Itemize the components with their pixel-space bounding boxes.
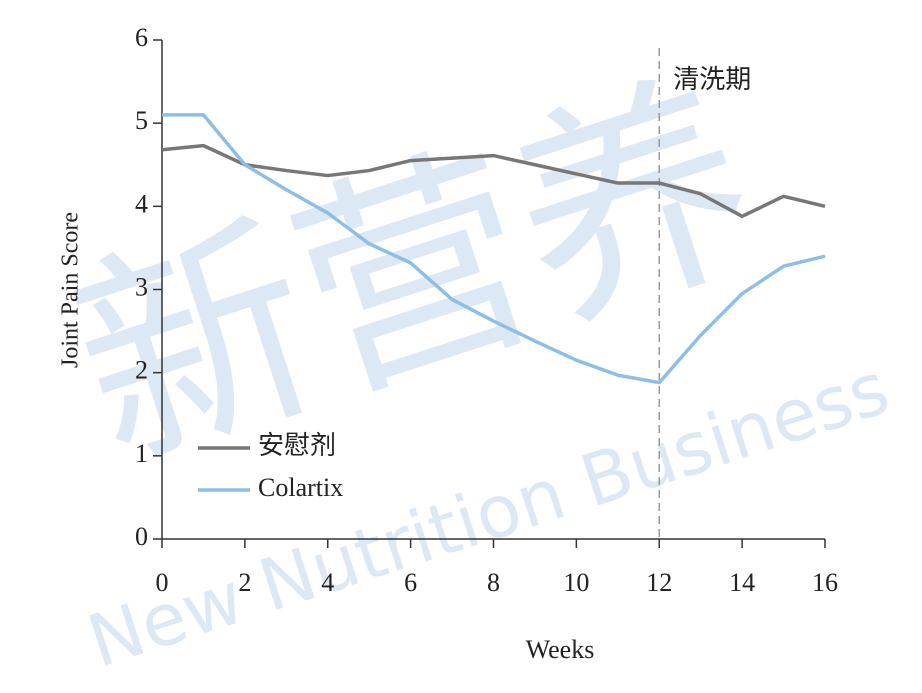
x-tick-label: 14	[729, 568, 755, 597]
x-tick-label: 2	[238, 568, 251, 597]
y-axis-label: Joint Pain Score	[58, 212, 84, 368]
series-line	[162, 113, 826, 385]
x-axis-label: Weeks	[526, 635, 595, 664]
x-tick-label: 12	[646, 568, 672, 597]
washout-label: 清洗期	[673, 65, 751, 94]
y-tick-label: 2	[135, 356, 148, 385]
legend-label: Colartix	[258, 473, 343, 502]
x-tick-label: 10	[563, 568, 589, 597]
y-tick-label: 0	[135, 522, 148, 551]
y-tick-label: 5	[135, 106, 148, 135]
x-tick-label: 0	[156, 568, 169, 597]
y-tick-label: 1	[135, 439, 148, 468]
x-tick-label: 8	[487, 568, 500, 597]
series-line	[161, 143, 826, 219]
x-tick-label: 6	[404, 568, 417, 597]
y-tick-label: 4	[135, 189, 148, 218]
x-tick-label: 16	[812, 568, 838, 597]
legend-label: 安慰剂	[258, 431, 336, 460]
x-tick-label: 4	[321, 568, 334, 597]
y-tick-label: 6	[135, 23, 148, 52]
y-tick-label: 3	[135, 272, 148, 301]
